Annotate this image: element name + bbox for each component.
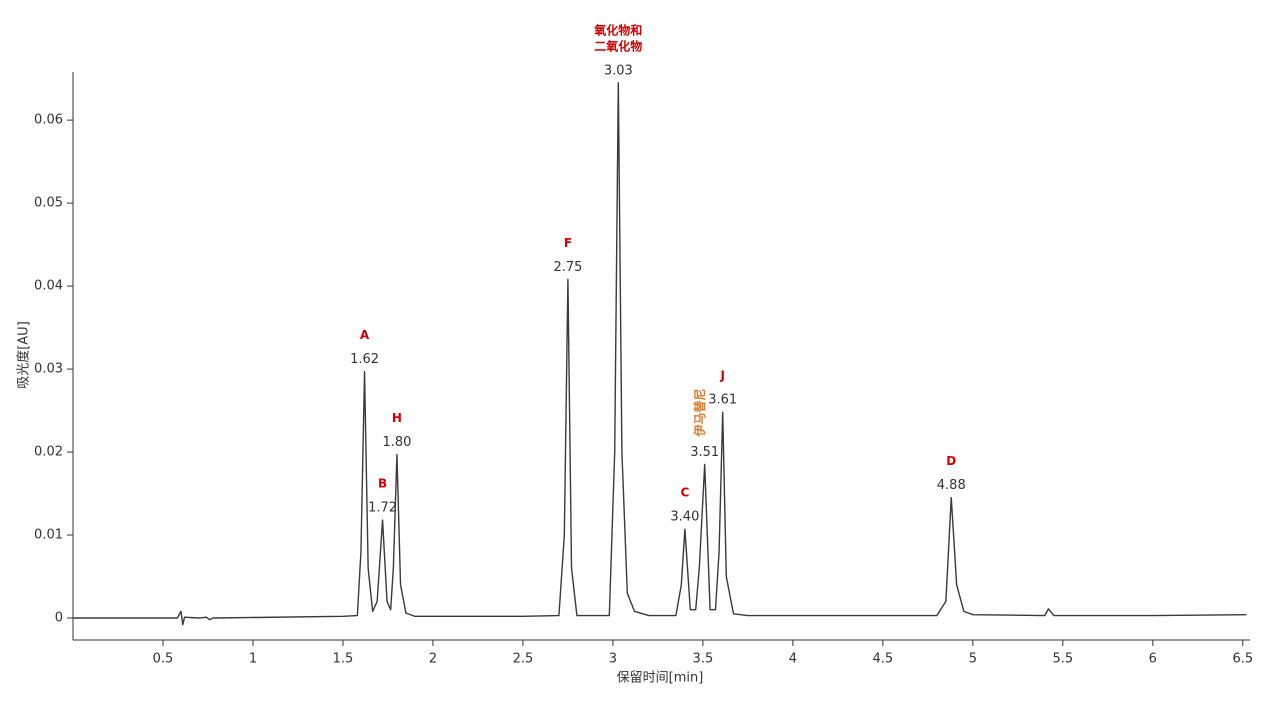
y-tick-label: 0.01	[34, 528, 63, 543]
x-tick-label: 6.5	[1232, 652, 1253, 667]
peak-time-label: 3.40	[670, 510, 699, 525]
x-tick-label: 5	[969, 652, 977, 667]
peak-name: 氧化物和	[593, 22, 642, 37]
y-tick-label: 0.04	[34, 279, 63, 294]
peak-time-label: 2.75	[553, 260, 582, 275]
peak-name: C	[680, 486, 689, 500]
peak-name: 伊马替尼	[692, 388, 707, 437]
peak-name: H	[392, 411, 402, 425]
trace-line	[73, 82, 1247, 626]
x-axis-label: 保留时间[min]	[617, 671, 704, 686]
x-tick-label: 2.5	[513, 652, 534, 667]
x-tick-label: 1.5	[333, 652, 354, 667]
y-tick-label: 0.03	[34, 362, 63, 377]
peak-name: A	[360, 328, 370, 342]
x-tick-label: 3.5	[693, 652, 714, 667]
y-tick-label: 0.05	[34, 196, 63, 211]
x-tick-label: 1	[249, 652, 257, 667]
y-tick-label: 0.06	[34, 113, 63, 128]
peak-time-label: 1.62	[350, 352, 379, 367]
y-tick-label: 0.02	[34, 445, 63, 460]
peak-time-label: 1.72	[368, 501, 397, 516]
y-axis-label: 吸光度[AU]	[16, 321, 32, 389]
x-tick-label: 2	[429, 652, 437, 667]
peak-time-label: 3.61	[708, 393, 737, 408]
peak-time-label: 1.80	[382, 435, 411, 450]
peak-time-label: 3.03	[604, 63, 633, 78]
peak-time-label: 3.51	[690, 445, 719, 460]
x-tick-label: 0.5	[153, 652, 174, 667]
peak-time-label: 4.88	[937, 478, 966, 493]
x-tick-label: 3	[609, 652, 617, 667]
peak-name: B	[378, 477, 387, 491]
peak-name: 二氧化物	[594, 38, 642, 53]
peak-name: J	[719, 369, 724, 383]
peak-name: F	[564, 236, 572, 250]
y-tick-label: 0	[55, 611, 63, 626]
peak-name: D	[946, 454, 956, 468]
x-tick-label: 4	[789, 652, 797, 667]
x-tick-label: 6	[1149, 652, 1157, 667]
x-tick-label: 5.5	[1052, 652, 1073, 667]
x-tick-label: 4.5	[873, 652, 894, 667]
